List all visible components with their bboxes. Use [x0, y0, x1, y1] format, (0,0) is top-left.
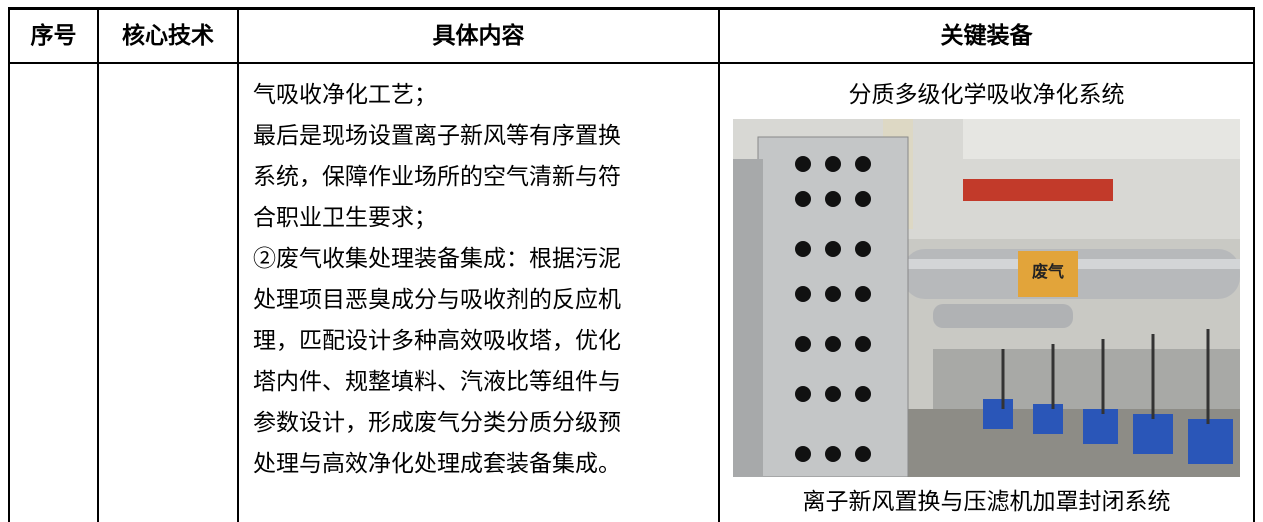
- column-border: [8, 8, 10, 522]
- table-top-border: [8, 7, 1255, 10]
- header-border: [8, 62, 1255, 64]
- content-line: 最后是现场设置离子新风等有序置换: [253, 123, 621, 149]
- column-border: [718, 8, 720, 522]
- column-border: [97, 8, 99, 522]
- content-line: 合职业卫生要求；: [253, 205, 437, 231]
- photo-label: 废气: [1032, 262, 1064, 281]
- content-line: 系统，保障作业场所的空气清新与符: [253, 164, 621, 190]
- header-cell: 核心技术: [122, 23, 214, 49]
- caption: 离子新风置换与压滤机加罩封闭系统: [802, 489, 1171, 515]
- content-line: 处理与高效净化处理成套装备集成。: [253, 451, 621, 477]
- header-cell: 关键装备: [940, 23, 1033, 49]
- content-line: 理，匹配设计多种高效吸收塔，优化: [253, 328, 621, 354]
- content-line: 气吸收净化工艺；: [253, 82, 437, 108]
- content-line: 参数设计，形成废气分类分质分级预: [253, 410, 621, 436]
- header-cell: 具体内容: [432, 23, 525, 49]
- content-line: ②废气收集处理装备集成：根据污泥: [253, 246, 621, 272]
- caption: 分质多级化学吸收净化系统: [848, 82, 1125, 108]
- column-border: [1253, 8, 1255, 522]
- column-border: [237, 8, 239, 522]
- header-cell: 序号: [30, 23, 77, 49]
- content-line: 塔内件、规整填料、汽液比等组件与: [253, 369, 621, 395]
- equipment-photo: 废气: [733, 119, 1240, 477]
- content-line: 处理项目恶臭成分与吸收剂的反应机: [253, 287, 621, 313]
